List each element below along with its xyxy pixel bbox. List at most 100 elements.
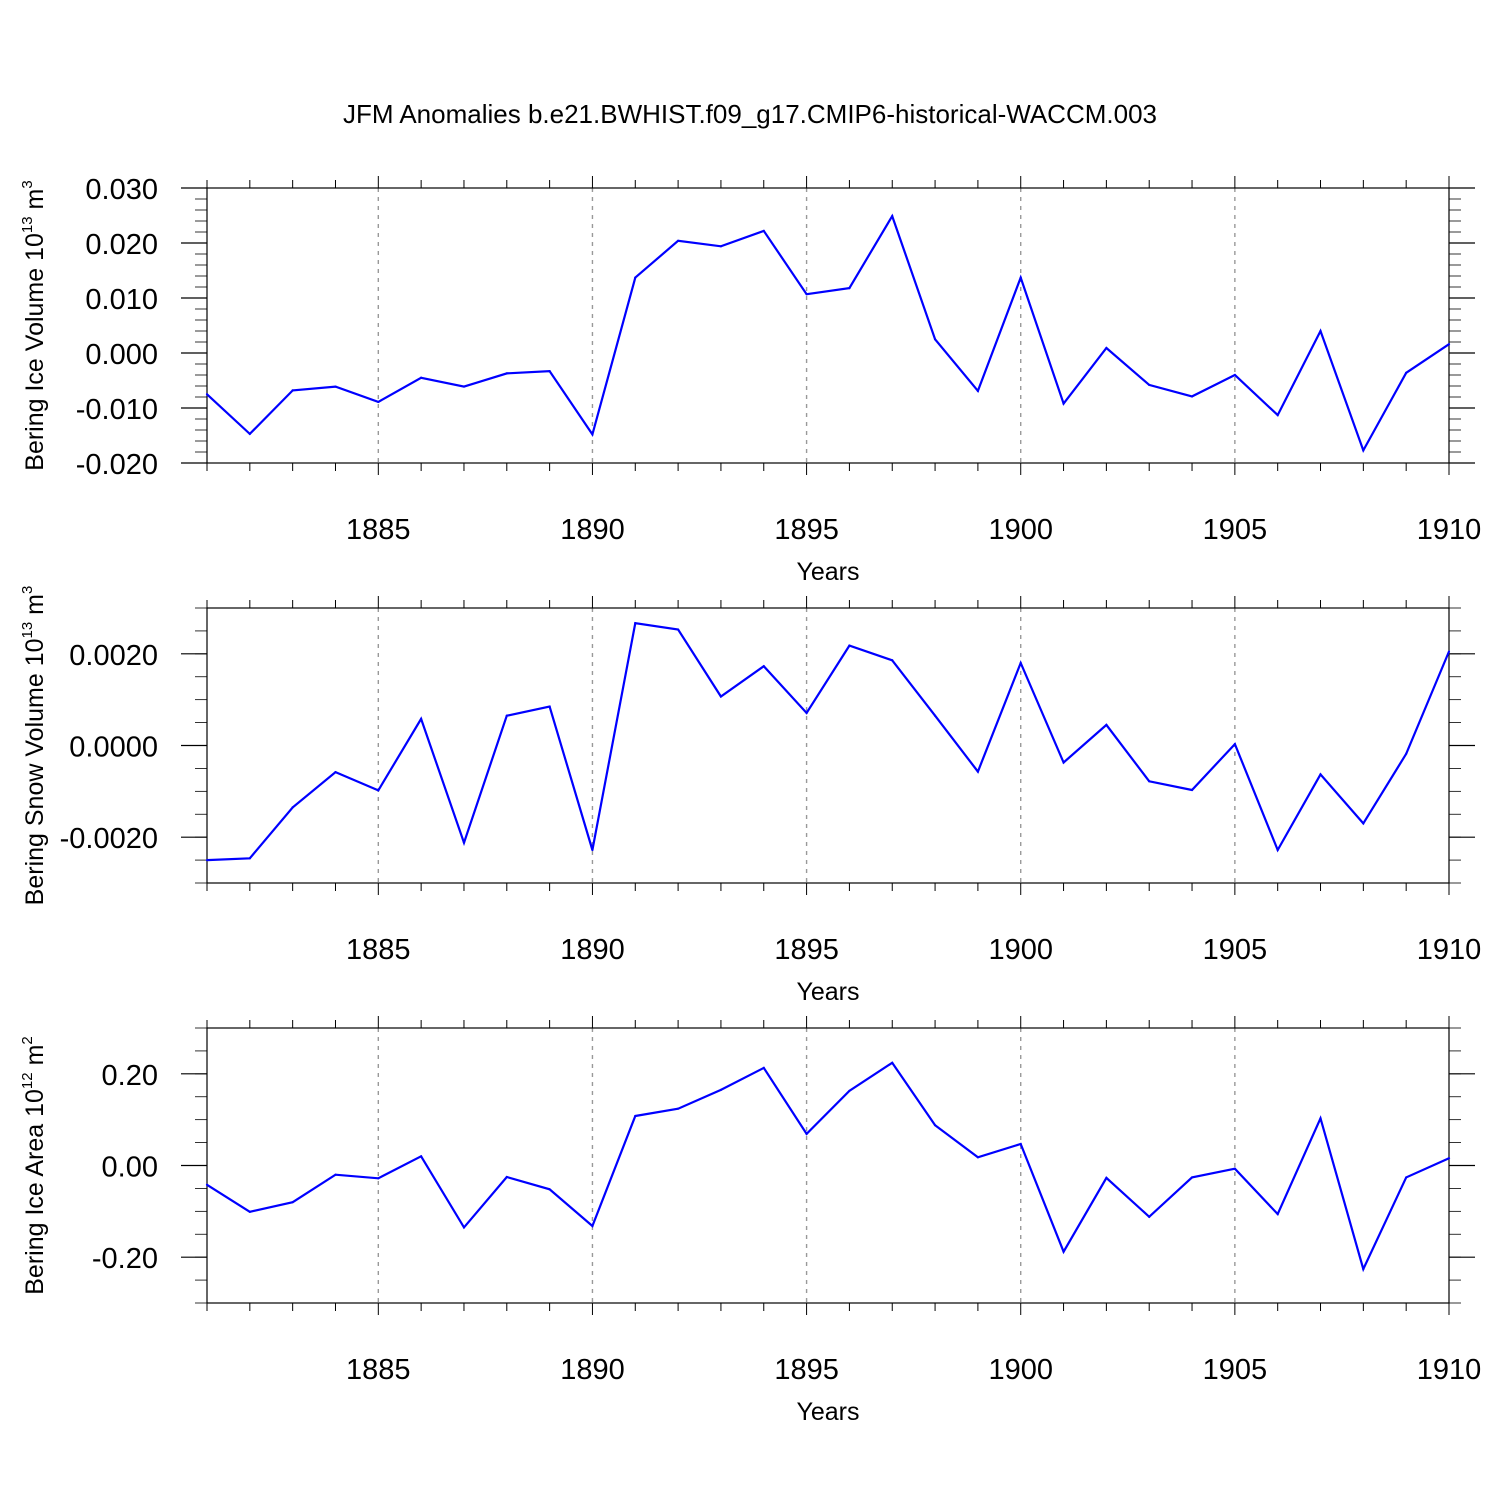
data-point <box>1062 1250 1065 1253</box>
y-tick-label: -0.20 <box>92 1243 158 1275</box>
x-tick-label: 1895 <box>774 1354 839 1386</box>
data-point <box>420 376 423 379</box>
y-axis-title-unit-exponent: 2 <box>19 1036 36 1044</box>
series-line <box>206 1061 1450 1273</box>
y-axis-title-main: Bering Ice Volume 10 <box>21 233 49 471</box>
x-tick-label: 1885 <box>346 1354 411 1386</box>
data-point <box>591 433 594 436</box>
data-point <box>848 644 851 647</box>
data-point <box>462 1226 466 1229</box>
x-axis-title: Years <box>796 1398 859 1426</box>
data-point <box>248 432 251 435</box>
data-point <box>291 806 294 809</box>
x-tick-label: 1890 <box>560 1354 625 1386</box>
data-point <box>677 628 680 631</box>
data-point <box>334 385 337 388</box>
data-point <box>1276 848 1279 852</box>
panel-ice-volume: -0.020 -0.010 0.000 0.010 0.020 0.030 1885 1890… <box>19 174 1481 586</box>
x-tick-label: 1905 <box>1203 934 1268 966</box>
x-tick-label: 1895 <box>774 514 839 546</box>
data-point <box>1062 761 1065 764</box>
data-point <box>1062 402 1065 405</box>
data-point <box>677 1107 680 1110</box>
data-point <box>1233 743 1236 746</box>
data-point <box>805 293 808 296</box>
data-point <box>1447 343 1451 346</box>
y-tick-label: 0.000 <box>85 339 158 371</box>
data-point <box>1276 1212 1279 1216</box>
y-tick-label: 0.00 <box>102 1152 158 1184</box>
data-point <box>933 714 937 717</box>
plot-frame <box>206 607 1450 884</box>
y-axis-title-unit: m <box>21 189 49 217</box>
data-point <box>1447 650 1451 653</box>
data-point <box>933 338 937 341</box>
data-point <box>762 665 765 668</box>
x-tick-label: 1900 <box>988 514 1053 546</box>
data-point <box>634 622 637 625</box>
y-tick-label: 0.0020 <box>69 640 158 672</box>
y-tick-label: 0.0000 <box>69 732 158 764</box>
x-axis-title: Years <box>796 978 859 1006</box>
data-point <box>377 789 380 792</box>
y-axis-title-exponent: 13 <box>19 622 36 639</box>
data-point <box>591 848 594 852</box>
x-tick-label: 1885 <box>346 934 411 966</box>
data-point <box>334 1173 337 1176</box>
y-axis-title-unit-exponent: 3 <box>19 586 36 594</box>
data-point <box>848 287 851 290</box>
data-point <box>762 229 765 232</box>
data-point <box>1190 788 1194 792</box>
x-tick-label: 1890 <box>560 514 625 546</box>
data-point <box>976 770 979 773</box>
y-axis-title: Bering Snow Volume 1013 m3 <box>19 586 49 906</box>
data-point <box>1362 822 1365 825</box>
data-point <box>291 389 294 392</box>
data-point <box>1105 723 1108 726</box>
panel-snow-volume: -0.0020 0.0000 0.0020 1885 1890 1895 1900 1905 1… <box>19 586 1481 1006</box>
data-point <box>848 1089 851 1092</box>
data-point <box>933 1124 937 1127</box>
data-point <box>891 1061 894 1064</box>
data-point <box>591 1224 594 1228</box>
data-point <box>420 717 423 721</box>
data-point <box>1319 329 1322 333</box>
data-point <box>1019 661 1022 665</box>
y-tick-label: 0.010 <box>85 284 158 316</box>
data-point <box>505 372 508 375</box>
data-point <box>1233 373 1236 377</box>
y-axis-title-unit: m <box>21 594 49 622</box>
data-point <box>248 1210 251 1213</box>
data-point <box>1019 276 1022 279</box>
data-point <box>291 1201 294 1204</box>
data-point <box>505 1175 508 1179</box>
data-point <box>1019 1142 1022 1146</box>
y-axis-title-main: Bering Snow Volume 10 <box>21 638 49 905</box>
data-point <box>462 841 466 844</box>
data-point <box>1148 780 1151 783</box>
y-tick-label: 0.20 <box>102 1060 158 1092</box>
data-point <box>762 1066 765 1069</box>
data-point <box>976 1156 979 1159</box>
x-tick-label: 1890 <box>560 934 625 966</box>
data-point <box>1148 383 1151 386</box>
plot-frame <box>206 1027 1450 1304</box>
panel-ice-area: -0.20 0.00 0.20 1885 1890 1895 1900 1905 1910 Yea… <box>19 1016 1481 1426</box>
series-line <box>206 621 1451 862</box>
y-axis-title: Bering Ice Area 1012 m2 <box>19 1036 49 1295</box>
y-axis-title-unit: m <box>21 1045 49 1073</box>
data-point <box>1405 1176 1408 1179</box>
data-point <box>205 858 209 862</box>
data-point <box>1405 752 1408 755</box>
x-tick-label: 1885 <box>346 514 411 546</box>
plot-frame <box>206 187 1450 464</box>
data-point <box>1276 414 1279 417</box>
y-tick-label: 0.030 <box>85 174 158 206</box>
data-point <box>1105 346 1108 350</box>
y-axis-title: Bering Ice Volume 1013 m3 <box>19 180 49 470</box>
x-tick-label: 1900 <box>988 934 1053 966</box>
y-axis-title-exponent: 12 <box>19 1072 36 1089</box>
data-point <box>1105 1176 1108 1179</box>
x-tick-label: 1900 <box>988 1354 1053 1386</box>
